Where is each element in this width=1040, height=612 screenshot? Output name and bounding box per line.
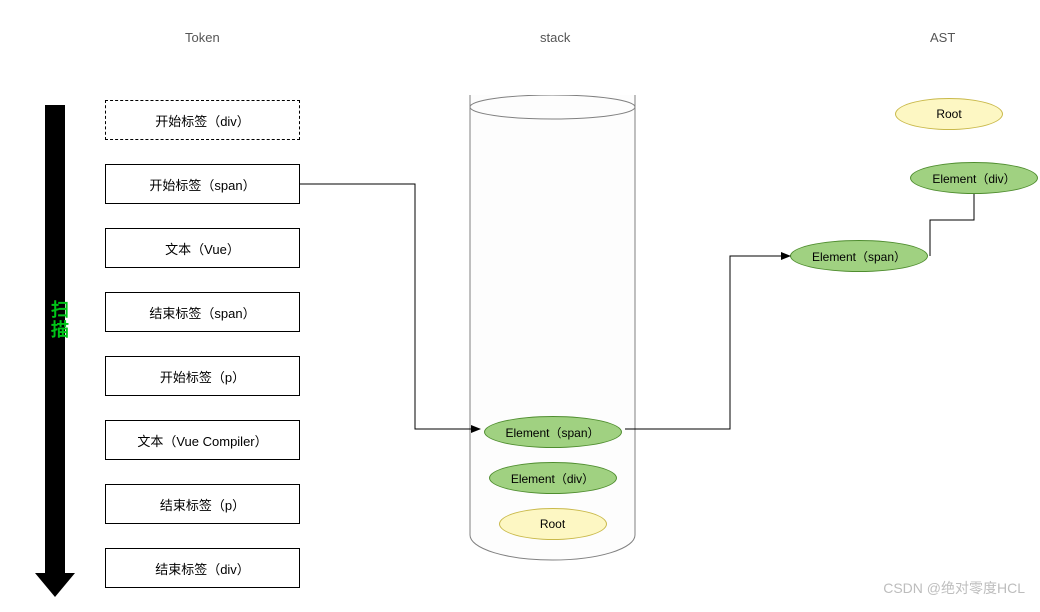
- header-token: Token: [185, 30, 220, 45]
- token-list: 开始标签（div） 开始标签（span） 文本（Vue） 结束标签（span） 开始标签…: [105, 100, 300, 612]
- token-box: 文本（Vue）: [105, 228, 300, 268]
- scan-label: 扫描: [46, 300, 72, 340]
- ast-node-span: Element（span）: [790, 240, 928, 272]
- stack-item: Element（span）: [484, 416, 622, 448]
- header-ast: AST: [930, 30, 955, 45]
- token-box: 开始标签（span）: [105, 164, 300, 204]
- token-box: 开始标签（div）: [105, 100, 300, 140]
- token-box: 结束标签（p）: [105, 484, 300, 524]
- stack-item: Element（div）: [489, 462, 617, 494]
- stack-container: Root Element（div） Element（span）: [465, 95, 640, 565]
- token-box: 结束标签（span）: [105, 292, 300, 332]
- header-stack: stack: [540, 30, 570, 45]
- watermark: CSDN @绝对零度HCL: [883, 578, 1025, 598]
- token-box: 结束标签（div）: [105, 548, 300, 588]
- token-box: 开始标签（p）: [105, 356, 300, 396]
- token-box: 文本（Vue Compiler）: [105, 420, 300, 460]
- ast-node-root: Root: [895, 98, 1003, 130]
- scan-arrow: 扫描: [40, 105, 70, 595]
- ast-node-div: Element（div）: [910, 162, 1038, 194]
- stack-item: Root: [499, 508, 607, 540]
